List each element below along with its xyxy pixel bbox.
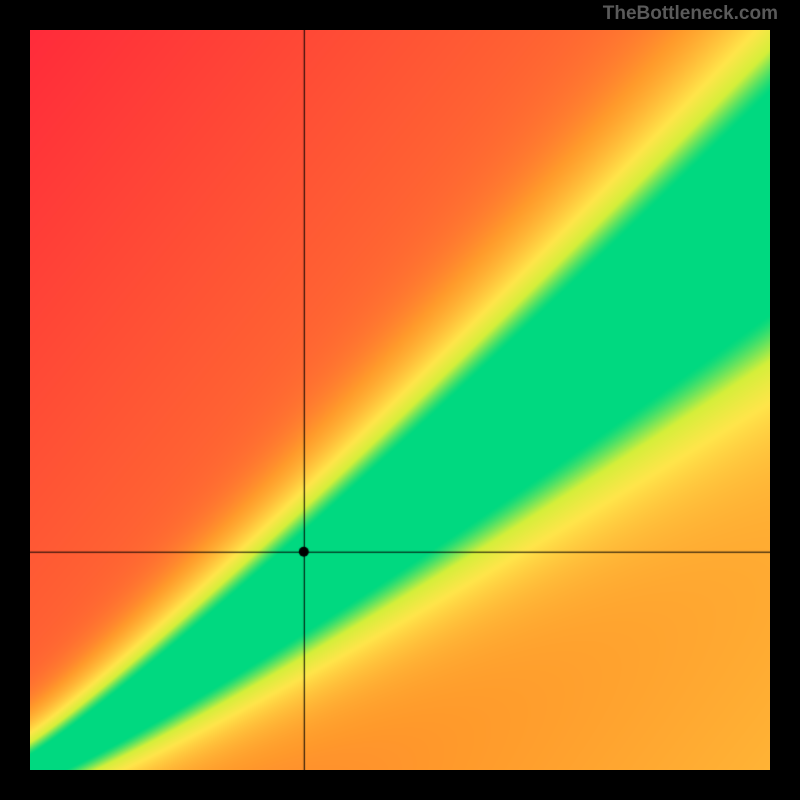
heatmap-canvas xyxy=(30,30,770,770)
attribution-text: TheBottleneck.com xyxy=(603,3,778,25)
bottleneck-heatmap xyxy=(30,30,770,770)
